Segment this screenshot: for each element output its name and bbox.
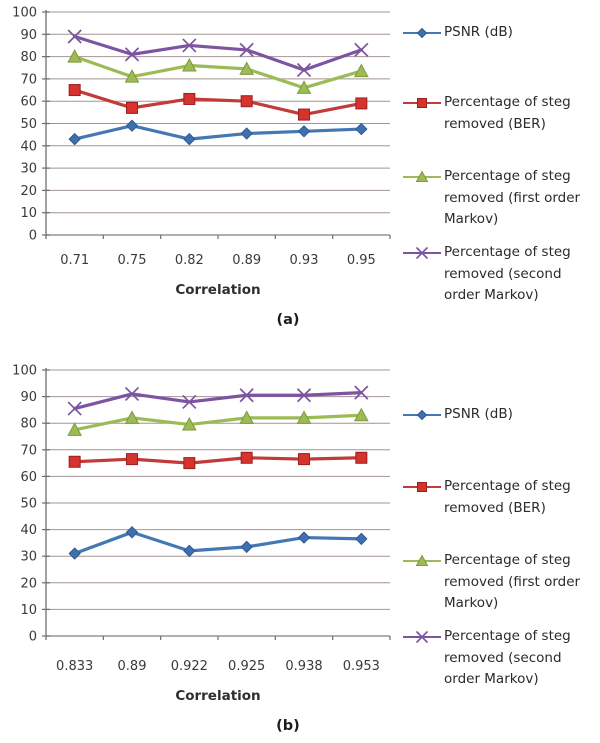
legend-label-second-markov: Percentage of steg removed (second order… — [444, 244, 571, 304]
first-markov-series-icon — [403, 170, 441, 182]
legend-label-psnr: PSNR (dB) — [444, 24, 513, 40]
legend-item-second-markov: Percentage of steg removed (second order… — [402, 242, 600, 307]
svg-text:50: 50 — [20, 497, 37, 512]
svg-text:50: 50 — [20, 117, 37, 132]
chart-a-legend: PSNR (dB) Percentage of steg removed (BE… — [402, 0, 600, 352]
svg-text:0.953: 0.953 — [343, 659, 380, 674]
chart-a-plot: 0 10 20 30 40 50 60 70 80 90 100 0.71 0.75 0.82 0.89 0.… — [12, 6, 391, 268]
svg-text:100: 100 — [12, 364, 37, 379]
legend-item-first-markov: Percentage of steg removed (first order … — [402, 166, 600, 231]
svg-text:20: 20 — [20, 576, 37, 591]
legend-item-ber: Percentage of steg removed (BER) — [402, 476, 600, 519]
legend-label-first-markov: Percentage of steg removed (first order … — [444, 168, 581, 228]
svg-text:0.95: 0.95 — [347, 253, 376, 268]
second-markov-series-icon — [403, 630, 441, 644]
svg-text:60: 60 — [20, 470, 37, 485]
svg-text:60: 60 — [20, 95, 37, 110]
legend-item-psnr: PSNR (dB) — [402, 404, 513, 426]
legend-item-second-markov: Percentage of steg removed (second order… — [402, 626, 600, 691]
chart-b-panel-label: (b) — [276, 718, 300, 734]
svg-text:90: 90 — [20, 390, 37, 405]
chart-b-plot: 0 10 20 30 40 50 60 70 80 90 100 0.833 0.89 0.922 0.92… — [12, 364, 391, 674]
svg-text:70: 70 — [20, 72, 37, 87]
svg-text:10: 10 — [20, 206, 37, 221]
svg-text:100: 100 — [12, 6, 37, 21]
svg-text:30: 30 — [20, 162, 37, 177]
legend-label-first-markov: Percentage of steg removed (first order … — [444, 552, 581, 612]
legend-label-ber: Percentage of steg removed (BER) — [444, 94, 571, 132]
svg-text:0.75: 0.75 — [118, 253, 147, 268]
svg-text:0.89: 0.89 — [232, 253, 261, 268]
svg-text:0.89: 0.89 — [118, 659, 147, 674]
first-markov-series-icon — [403, 554, 441, 566]
svg-text:20: 20 — [20, 184, 37, 199]
svg-text:70: 70 — [20, 443, 37, 458]
svg-text:80: 80 — [20, 417, 37, 432]
svg-text:0.93: 0.93 — [290, 253, 319, 268]
legend-item-ber: Percentage of steg removed (BER) — [402, 92, 600, 135]
svg-text:0: 0 — [29, 229, 37, 244]
chart-a-panel-label: (a) — [276, 312, 300, 328]
svg-text:0.833: 0.833 — [56, 659, 93, 674]
svg-text:80: 80 — [20, 50, 37, 65]
legend-item-psnr: PSNR (dB) — [402, 22, 513, 44]
svg-text:40: 40 — [20, 139, 37, 154]
svg-text:90: 90 — [20, 28, 37, 43]
svg-text:10: 10 — [20, 603, 37, 618]
chart-a-xaxis-title: Correlation — [175, 282, 261, 298]
legend-label-ber: Percentage of steg removed (BER) — [444, 478, 571, 516]
legend-label-psnr: PSNR (dB) — [444, 406, 513, 422]
svg-text:0.71: 0.71 — [60, 253, 89, 268]
chart-b-legend: PSNR (dB) Percentage of steg removed (BE… — [402, 370, 600, 743]
svg-text:40: 40 — [20, 523, 37, 538]
svg-text:0.82: 0.82 — [175, 253, 204, 268]
second-markov-series-icon — [403, 246, 441, 260]
svg-text:0: 0 — [29, 630, 37, 645]
svg-text:0.938: 0.938 — [285, 659, 322, 674]
ber-series-icon — [403, 98, 441, 108]
legend-label-second-markov: Percentage of steg removed (second order… — [444, 628, 571, 688]
svg-text:0.925: 0.925 — [228, 659, 265, 674]
psnr-series-icon — [403, 409, 441, 421]
legend-item-first-markov: Percentage of steg removed (first order … — [402, 550, 600, 615]
chart-b-xaxis-title: Correlation — [175, 688, 261, 704]
svg-text:30: 30 — [20, 550, 37, 565]
psnr-series-icon — [403, 27, 441, 39]
ber-series-icon — [403, 482, 441, 492]
svg-text:0.922: 0.922 — [171, 659, 208, 674]
